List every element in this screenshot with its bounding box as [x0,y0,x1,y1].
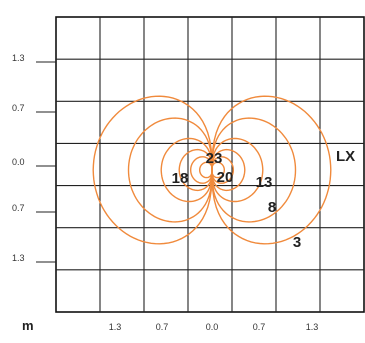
contour-level-label-8: 8 [268,199,276,216]
contour-line-18-right [211,148,246,192]
contour-level-label-13: 13 [256,174,273,191]
contour-line-3-right [211,95,332,245]
y-tick-label: 1.3 [12,53,25,63]
contour-lines [92,95,332,245]
contour-line-13-right [211,137,264,203]
contour-line-8-right [211,117,297,223]
contour-line-20-right [211,156,234,184]
contour-line-18-left [178,148,213,192]
contour-level-label-20: 20 [217,169,234,186]
y-tick-label: 0.7 [12,103,25,113]
unit-label: m [22,318,34,333]
contour-line-23-left [199,161,213,179]
y-tick-label: 0.0 [12,157,25,167]
x-tick-label: 0.7 [156,322,169,332]
contour-level-labels: 3 8 13 18 20 23 [172,150,302,251]
contour-line-20-left [190,156,213,184]
x-tick-label: 1.3 [109,322,122,332]
contour-line-8-left [127,117,213,223]
y-tick-label: 0.7 [12,203,25,213]
contour-line-23-right [211,161,225,179]
contour-level-label-3: 3 [293,234,301,251]
contour-level-label-18: 18 [172,170,189,187]
y-tick-label: 1.3 [12,253,25,263]
series-label: LX [336,148,355,165]
x-tick-label: 0.7 [253,322,266,332]
contour-line-13-left [160,137,213,203]
x-tick-labels: 1.3 0.7 0.0 0.7 1.3 [109,322,319,332]
contour-line-3-left [92,95,213,245]
x-tick-label: 0.0 [206,322,219,332]
y-tick-labels: 1.3 0.7 0.0 0.7 1.3 [12,53,56,263]
x-tick-label: 1.3 [306,322,319,332]
contour-level-label-23: 23 [206,150,223,167]
